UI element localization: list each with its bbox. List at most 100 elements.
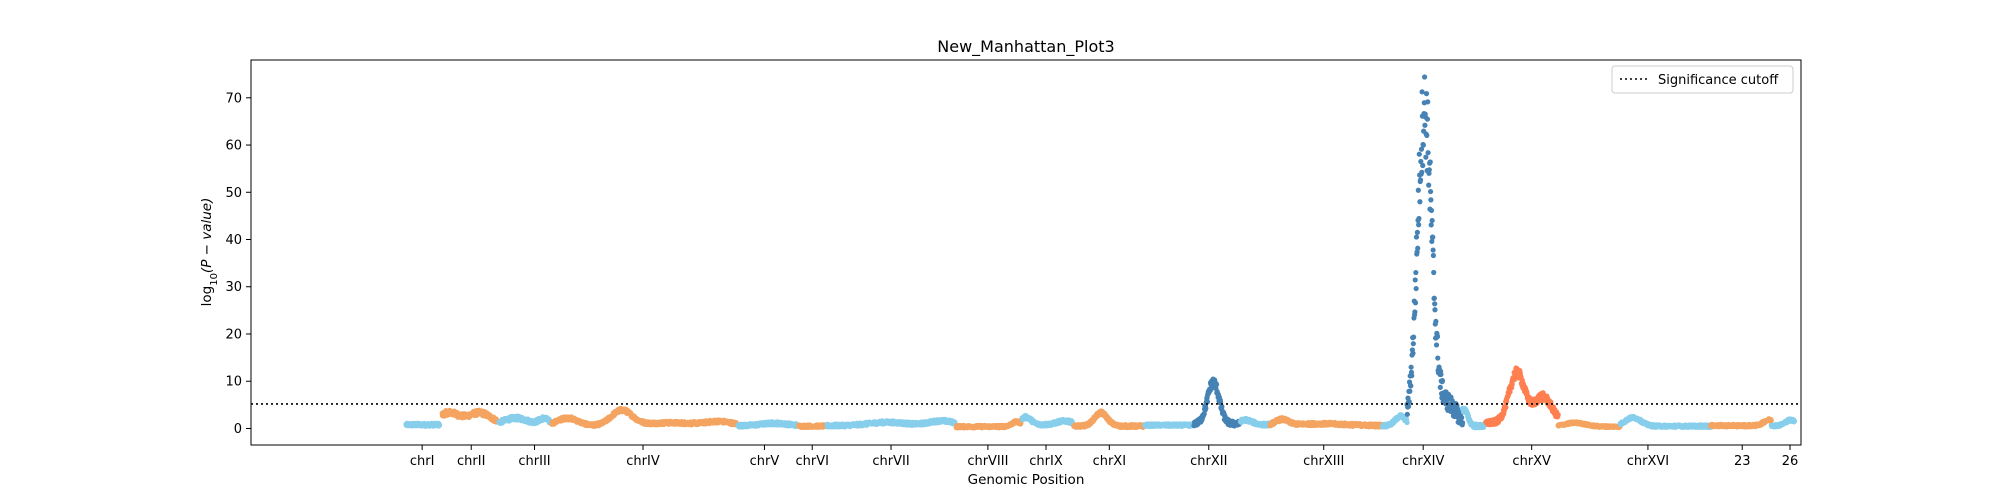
data-point: [1425, 150, 1431, 156]
data-point: [1422, 74, 1428, 80]
data-point: [1416, 222, 1422, 228]
data-point: [1509, 381, 1515, 387]
series-chrV: [735, 419, 800, 430]
series-chrVI: [796, 422, 829, 430]
data-point: [1428, 222, 1434, 228]
data-point: [1406, 403, 1412, 409]
legend: Significance cutoff: [1611, 65, 1794, 94]
legend-box: [1611, 65, 1794, 94]
data-point: [1791, 418, 1798, 424]
data-point: [1425, 99, 1431, 105]
x-tick-label-chrVIII: chrVIII: [967, 454, 1008, 469]
x-tick-label-chrII: chrII: [457, 454, 485, 469]
series-chrXI: [1071, 408, 1147, 431]
y-axis-title-post: (P − value): [199, 198, 215, 273]
data-point: [1415, 187, 1421, 193]
data-point: [1410, 341, 1416, 347]
data-point: [1412, 309, 1418, 315]
data-point: [1423, 91, 1430, 97]
data-point: [1404, 411, 1410, 417]
data-point: [1219, 404, 1225, 410]
y-tick-label: 70: [225, 91, 242, 106]
data-point: [1413, 285, 1419, 292]
data-point: [1419, 169, 1425, 175]
y-axis-title-pre: log: [199, 286, 215, 307]
data-point: [1409, 373, 1415, 379]
y-tick-label: 0: [234, 422, 242, 437]
data-point: [1418, 146, 1425, 152]
series-chrXII_right: [1237, 415, 1272, 429]
data-point: [1413, 234, 1420, 240]
series-chrXV_right: [1555, 419, 1623, 431]
data-point: [1420, 162, 1426, 169]
series-chrXV: [1483, 365, 1561, 428]
data-point: [1429, 217, 1435, 224]
x-axis: chrI chrII chrIII chrIV chrV chrVI chrVII chrVI…: [410, 445, 1798, 469]
data-point: [1407, 388, 1413, 394]
y-axis-title: log10(P − value): [199, 198, 220, 307]
series-chrVIII: [953, 418, 1024, 431]
series-chrXIV_right: [1459, 405, 1488, 431]
data-point: [1507, 389, 1513, 395]
data-point: [1408, 383, 1414, 389]
data-point: [1408, 364, 1414, 370]
data-point: [1433, 318, 1439, 325]
x-tick-label-chrV: chrV: [750, 454, 780, 469]
data-point: [1430, 252, 1436, 259]
x-tick-label-chrVII: chrVII: [872, 454, 909, 469]
data-point: [1431, 295, 1437, 301]
data-point: [1423, 154, 1429, 160]
data-point: [1416, 151, 1422, 157]
data-point: [1435, 355, 1441, 361]
data-point: [1412, 300, 1419, 306]
data-point: [1434, 334, 1441, 340]
data-point: [1428, 207, 1435, 214]
data-point: [1410, 350, 1416, 356]
series-chrX: [1142, 421, 1196, 430]
legend-label-significance-cutoff: Significance cutoff: [1658, 73, 1779, 88]
data-point: [1555, 412, 1561, 418]
data-points: [403, 74, 1798, 431]
data-point: [1432, 301, 1438, 307]
x-tick-label-23: 23: [1734, 454, 1751, 469]
series-chrIV: [549, 405, 740, 429]
x-tick-label-chrXVI: chrXVI: [1627, 454, 1669, 469]
data-point: [436, 422, 443, 428]
data-point: [1459, 414, 1465, 421]
data-point: [1419, 89, 1425, 95]
data-point: [1406, 399, 1412, 405]
data-point: [1768, 417, 1774, 424]
data-point: [1404, 419, 1410, 426]
data-point: [1427, 159, 1433, 165]
x-tick-label-chrIV: chrIV: [626, 454, 660, 469]
y-axis: 0 10 20 30 40 50 60 70: [225, 91, 251, 437]
series-chrXIII: [1267, 415, 1384, 430]
x-tick-label-chrXIII: chrXIII: [1303, 454, 1344, 469]
series-chrXIV: [1404, 74, 1466, 428]
plot-area: [250, 59, 1802, 446]
y-axis-title-sub: 10: [209, 273, 220, 286]
data-point: [1432, 307, 1438, 313]
chart-title: New_Manhattan_Plot3: [937, 37, 1114, 57]
data-point: [1429, 238, 1435, 244]
x-tick-label-chrVI: chrVI: [795, 454, 828, 469]
data-point: [1437, 384, 1443, 390]
y-tick-label: 60: [225, 139, 242, 154]
data-point: [1422, 122, 1428, 128]
data-point: [1428, 197, 1434, 203]
data-point: [1426, 182, 1432, 188]
data-point: [1420, 142, 1426, 148]
data-point: [1414, 229, 1420, 235]
x-tick-label-26: 26: [1782, 454, 1799, 469]
data-point: [1416, 215, 1422, 222]
data-point: [1503, 404, 1509, 411]
series-chrXVI: [1617, 413, 1714, 430]
series-chrIII: [496, 413, 554, 427]
series-chr23: [1707, 416, 1774, 430]
data-point: [1424, 116, 1431, 122]
data-point: [1424, 132, 1430, 138]
series-chrIX: [1019, 412, 1076, 429]
data-point: [1417, 199, 1423, 205]
data-point: [1459, 420, 1466, 426]
data-point: [1433, 342, 1440, 348]
